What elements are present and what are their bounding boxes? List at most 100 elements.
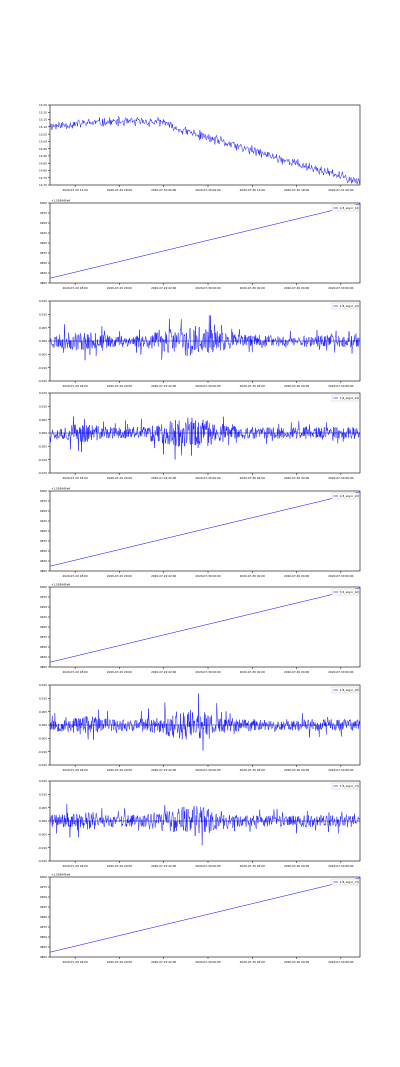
y-tick-label: 4850 [40,935,47,939]
y-tick-label: -0.005 [38,353,47,357]
x-tick-label: 2020-07-30 00:00 [195,286,220,290]
x-tick-label: 2020-07-30 00:00 [195,768,220,772]
x-tick-label: 2020-07-29 22:00 [151,768,176,772]
chart-panel-7: 0.015 0.010 0.005 0.000 -0.005 -0.010 -0.015 20… [38,683,361,772]
y-tick-label: 4875 [40,251,47,255]
y-tick-label: -0.010 [38,750,47,754]
y-tick-label: -0.010 [38,458,47,462]
y-tick-label: -0.005 [38,833,47,837]
plot-frame [49,104,361,186]
x-tick-label: 2020-07-29 22:00 [151,286,176,290]
y-tick-label: 0.010 [39,313,47,317]
x-tick-label: 2020-07-30 02:00 [240,574,265,578]
legend-box [331,302,359,310]
x-tick-label: 2020-07-30 06:00 [328,286,353,290]
y-tick-label: 15.25 [39,103,47,107]
y-tick-label: -0.015 [38,859,47,863]
x-tick-label: 2020-07-29 20:00 [107,476,132,480]
series-line [49,693,361,751]
chart-panel-8: 0.015 0.010 0.005 0.000 -0.005 -0.010 -0.015 20… [38,779,361,868]
x-tick-label: 2020-07-29 22:00 [151,574,176,578]
series-line [49,203,361,279]
y-tick-label: -0.015 [38,471,47,475]
x-tick-label: 2020-07-30 04:00 [284,670,309,674]
y-tick-label: 4925 [40,519,47,523]
y-tick-label: 4825 [40,945,47,949]
axis-offset-label: +1.595945e9 [51,487,70,491]
y-tick-label: 0.000 [39,431,47,435]
chart-panel-1: 15.25 15.20 15.15 15.10 15.05 15.00 14.95 14.90… [39,103,361,192]
y-tick-label: -0.010 [38,366,47,370]
y-tick-label: 14.90 [39,154,47,158]
series-line [49,804,361,846]
legend-label: 1.8_signr_2d [340,494,359,498]
x-tick-label: 2020-07-30 06:00 [328,670,353,674]
legend: 1.8_signr_2d [331,492,359,500]
y-tick-label: 14.75 [39,176,47,180]
x-tick-label: 2020-07-29 22:00 [151,384,176,388]
x-tick-label: 2020-07-30 12:00 [240,188,265,192]
x-tick-label: 2020-07-29 20:00 [107,768,132,772]
y-tick-label: 0.000 [39,339,47,343]
y-tick-label: 5000 [40,585,47,589]
x-tick-label: 2020-07-29 12:00 [63,188,88,192]
legend: 7.6_signr_4d [331,588,359,596]
y-tick-label: 4800 [40,569,47,573]
x-tick-label: 2020-07-30 00:00 [195,384,220,388]
x-tick-label: 2020-07-29 18:00 [63,670,88,674]
series-line [49,116,361,185]
y-tick-label: 4950 [40,895,47,899]
x-tick-label: 2020-07-29 18:00 [107,188,132,192]
y-tick-label: 4925 [40,615,47,619]
legend-label: 7.6_signr_7d [340,784,359,788]
legend-box [331,204,359,212]
x-tick-label: 2020-07-30 02:00 [240,768,265,772]
y-tick-label: 4950 [40,605,47,609]
x-tick-label: 2020-07-29 18:00 [63,960,88,964]
x-tick-label: 2020-07-30 00:00 [151,188,176,192]
y-tick-label: 4825 [40,271,47,275]
axis-offset-label: +1.595945e9 [51,583,70,587]
y-tick-label: 4850 [40,645,47,649]
legend-box [331,394,359,402]
legend-box [331,686,359,694]
y-tick-label: 0.005 [39,710,47,714]
y-tick-label: 5000 [40,201,47,205]
x-tick-label: 2020-07-30 04:00 [284,384,309,388]
y-tick-label: 4925 [40,905,47,909]
x-tick-label: 2020-07-29 22:00 [151,476,176,480]
y-tick-label: 0.005 [39,806,47,810]
x-tick-label: 2020-07-29 20:00 [107,574,132,578]
series-line [49,491,361,567]
x-tick-label: 2020-07-30 02:00 [240,864,265,868]
x-tick-label: 2020-07-29 18:00 [63,574,88,578]
x-tick-label: 2020-07-30 02:00 [240,476,265,480]
y-tick-label: 15.15 [39,118,47,122]
x-tick-label: 2020-07-29 20:00 [107,384,132,388]
x-tick-label: 2020-07-30 06:00 [328,476,353,480]
x-tick-label: 2020-07-31 00:00 [328,188,353,192]
y-tick-label: -0.005 [38,445,47,449]
x-tick-label: 2020-07-30 18:00 [284,188,309,192]
y-tick-label: 4825 [40,559,47,563]
y-tick-label: 4800 [40,281,47,285]
y-tick-label: 14.80 [39,169,47,173]
y-tick-label: 4875 [40,635,47,639]
x-tick-label: 2020-07-30 06:00 [328,864,353,868]
x-tick-label: 2020-07-30 04:00 [284,476,309,480]
y-tick-label: 4975 [40,499,47,503]
y-tick-label: 4950 [40,509,47,513]
x-tick-label: 2020-07-29 22:00 [151,960,176,964]
x-tick-label: 2020-07-29 18:00 [63,864,88,868]
legend-box [331,588,359,596]
series-line [49,587,361,663]
y-tick-label: 4800 [40,665,47,669]
x-tick-label: 2020-07-30 04:00 [284,768,309,772]
y-tick-label: 4900 [40,529,47,533]
x-tick-label: 2020-07-29 22:00 [151,864,176,868]
legend-label: 1.8_signr_10 [340,206,359,210]
legend: 1.8_signr_10 [331,204,359,212]
legend-label: 7.6_signr_4d [340,590,359,594]
y-tick-label: 0.015 [39,391,47,395]
y-tick-label: 15.10 [39,125,47,129]
